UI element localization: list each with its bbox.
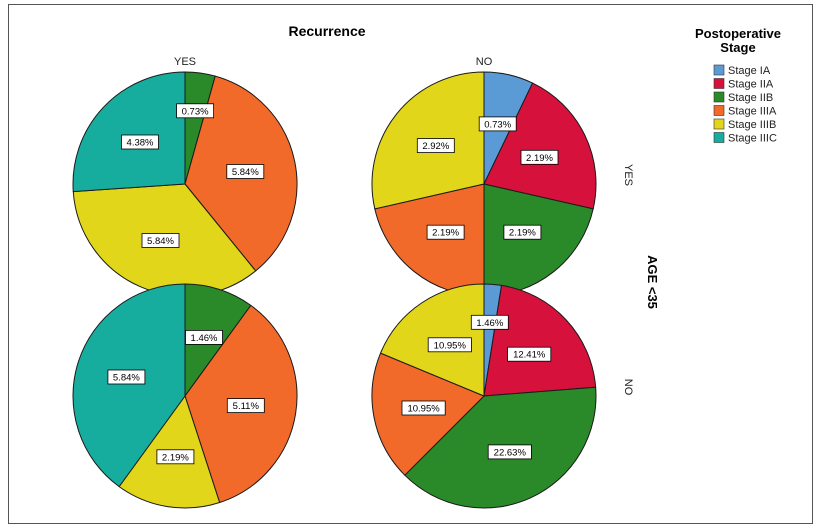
- legend-title-line-1: Postoperative: [695, 26, 781, 41]
- legend-swatch: [713, 105, 725, 116]
- data-label: 2.19%: [426, 224, 465, 240]
- data-label-box: [487, 444, 532, 460]
- row-header-yes: YES: [622, 164, 634, 186]
- pie-yes-yes: 0.73% 5.84% 5.84% 4.38%: [72, 71, 298, 297]
- legend-label: Stage IIA: [728, 79, 774, 91]
- data-label-box: [416, 138, 455, 154]
- legend-label: Stage IIIC: [728, 133, 777, 145]
- data-label-box: [426, 224, 465, 240]
- data-label-text: 1.46%: [191, 333, 218, 344]
- data-label: 2.19%: [503, 224, 542, 240]
- pie-slice: [72, 71, 186, 193]
- column-header-no: NO: [476, 56, 493, 68]
- data-label-text: 1.46%: [476, 318, 503, 329]
- legend-swatch: [713, 64, 725, 76]
- data-label-box: [507, 346, 552, 362]
- data-label-box: [156, 449, 195, 465]
- data-label: 12.41%: [507, 346, 552, 362]
- data-label-text: 5.84%: [232, 167, 259, 178]
- pie-no-yes: 1.46% 5.11% 2.19% 5.84%: [72, 283, 298, 509]
- data-label-box: [401, 400, 446, 416]
- data-label-text: 5.84%: [113, 373, 140, 384]
- pie-slice: [72, 283, 186, 488]
- data-label-text: 5.11%: [233, 401, 260, 412]
- data-label: 2.19%: [156, 449, 195, 465]
- data-label-text: 0.73%: [484, 119, 511, 130]
- data-label-text: 12.41%: [513, 350, 546, 361]
- data-label: 1.46%: [185, 329, 223, 345]
- data-label-box: [185, 329, 223, 345]
- data-label: 5.84%: [226, 164, 265, 179]
- data-label-text: 10.95%: [407, 404, 440, 415]
- data-label-text: 2.19%: [162, 452, 189, 463]
- data-label: 0.73%: [176, 103, 215, 119]
- legend-swatch: [713, 91, 725, 103]
- legend-title-line-2: Stage: [720, 40, 755, 55]
- data-label-box: [141, 233, 180, 248]
- data-label-box: [107, 369, 146, 385]
- data-label-text: 4.38%: [127, 138, 154, 149]
- data-label-box: [470, 314, 509, 330]
- data-label-box: [176, 103, 215, 119]
- legend-label: Stage IA: [728, 65, 771, 77]
- legend-swatch: [713, 78, 725, 89]
- data-label-box: [121, 134, 159, 150]
- row-header-no: NO: [622, 379, 634, 396]
- pie-slice: [483, 284, 597, 397]
- data-label-box: [427, 337, 472, 353]
- legend-label: Stage IIIB: [728, 119, 776, 131]
- data-label-text: 10.95%: [434, 340, 467, 351]
- pie-yes-no: 0.73% 2.19% 2.19% 2.19% 2.92%: [371, 71, 597, 297]
- data-label-text: 2.19%: [432, 228, 459, 239]
- legend-label: Stage IIIA: [728, 106, 777, 118]
- data-label: 10.95%: [401, 400, 446, 416]
- data-label-text: 0.73%: [182, 106, 209, 117]
- data-label-text: 2.92%: [422, 141, 449, 152]
- data-label: 2.19%: [520, 149, 559, 165]
- data-label: 2.92%: [416, 138, 455, 154]
- data-label-text: 2.19%: [526, 153, 553, 164]
- chart-title: Recurrence: [288, 23, 365, 39]
- data-label-box: [503, 224, 542, 240]
- data-label: 5.11%: [226, 398, 265, 414]
- data-label: 5.84%: [141, 233, 180, 248]
- legend-swatch: [713, 132, 725, 143]
- data-label-box: [226, 398, 265, 414]
- pies: 0.73% 5.84% 5.84% 4.38% 0.73% 2.19% 2.19% 2.19%…: [72, 71, 597, 509]
- data-label-text: 22.63%: [494, 447, 527, 458]
- pie-slice: [483, 82, 597, 210]
- data-label-box: [520, 149, 559, 165]
- data-label: 10.95%: [427, 337, 472, 353]
- pie-no-no: 1.46% 12.41% 22.63% 10.95% 10.95%: [371, 283, 597, 509]
- column-header-yes: YES: [174, 56, 196, 68]
- data-label: 1.46%: [470, 314, 509, 330]
- data-label: 22.63%: [487, 444, 532, 460]
- data-label-text: 2.19%: [509, 228, 536, 239]
- legend-swatch: [713, 118, 725, 130]
- legend-label: Stage IIB: [728, 92, 773, 104]
- data-label: 0.73%: [478, 116, 517, 132]
- data-label: 5.84%: [107, 369, 146, 385]
- data-label-box: [478, 116, 517, 132]
- data-label-box: [226, 164, 265, 179]
- data-label: 4.38%: [121, 134, 159, 150]
- row-facet-title: AGE <35: [645, 255, 660, 309]
- data-label-text: 5.84%: [147, 236, 174, 247]
